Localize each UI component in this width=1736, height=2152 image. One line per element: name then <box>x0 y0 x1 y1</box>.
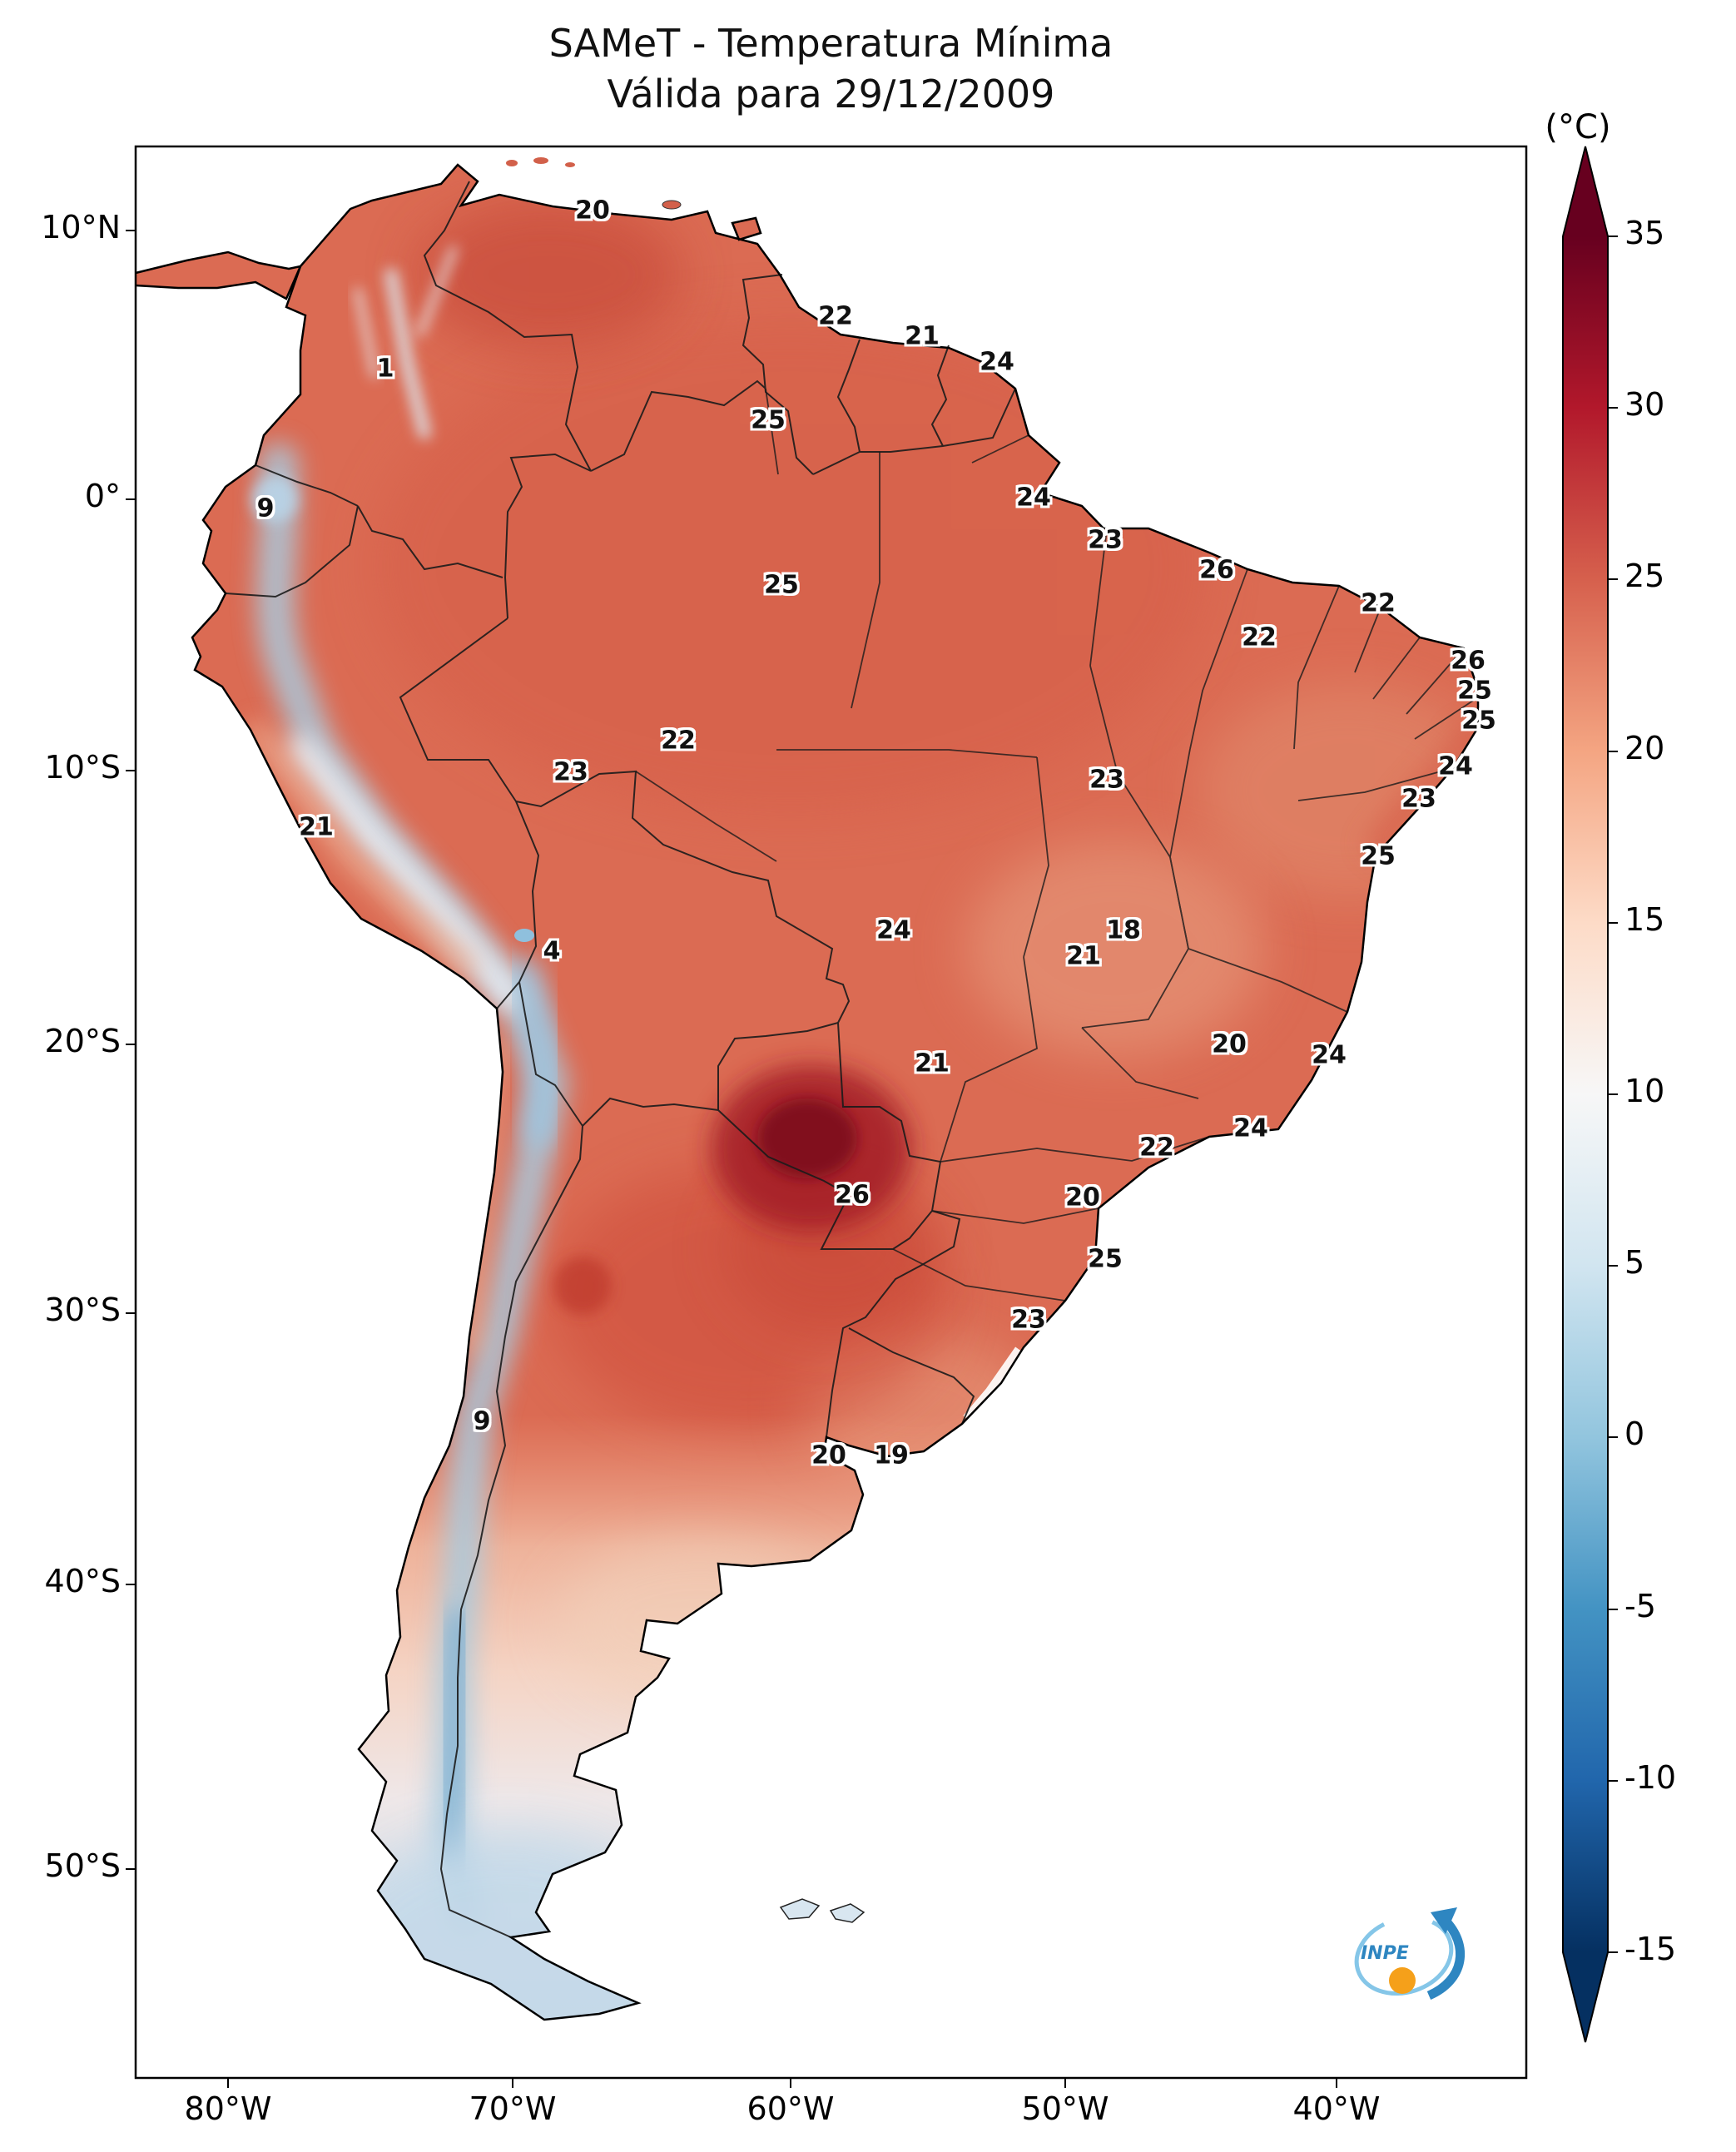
falkland-west <box>779 1898 821 1920</box>
inpe-logo: INPE <box>1354 1907 1466 2001</box>
islands <box>506 157 866 1923</box>
inpe-logo-text: INPE <box>1361 1943 1409 1964</box>
country-borders <box>225 181 1016 1938</box>
coastline <box>135 163 1480 2021</box>
title-line-2: Válida para 29/12/2009 <box>607 71 1055 117</box>
colorbar <box>1562 146 1609 2043</box>
falkland-east <box>829 1903 866 1923</box>
figure-title: SAMeT - Temperatura Mínima Válida para 2… <box>136 18 1526 119</box>
title-line-1: SAMeT - Temperatura Mínima <box>548 21 1114 66</box>
state-borders <box>635 388 1479 1302</box>
colorbar-unit-label: (°C) <box>1545 108 1611 146</box>
inpe-logo-orbit <box>1354 1915 1454 1996</box>
plot-frame <box>134 145 1528 2080</box>
inpe-logo-dot <box>1389 1967 1416 1994</box>
inpe-logo-arrow <box>1426 1916 1466 2001</box>
